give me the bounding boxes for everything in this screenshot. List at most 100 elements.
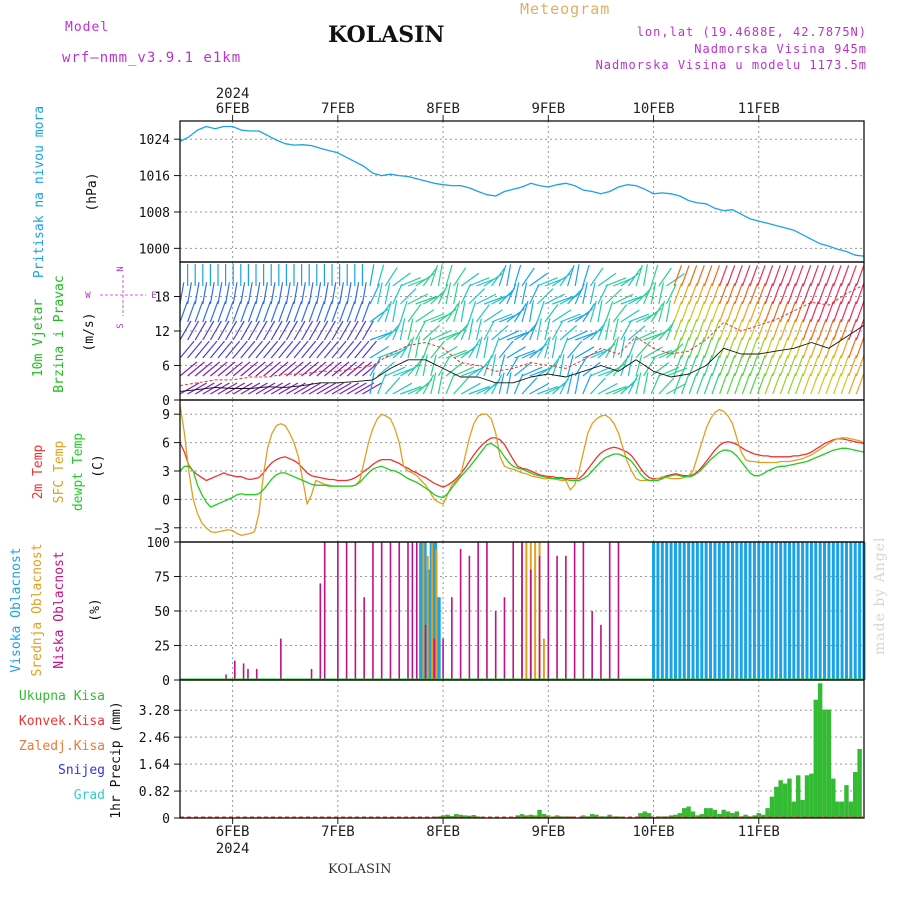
wind-arrow bbox=[445, 264, 453, 287]
wind-arrow bbox=[180, 320, 192, 341]
y-tick-label: 3.28 bbox=[139, 704, 170, 719]
precip-bar bbox=[458, 814, 463, 818]
wind-speed-line bbox=[179, 324, 865, 392]
wind-arrow bbox=[779, 373, 789, 395]
wind-arrow bbox=[339, 301, 348, 323]
wind-arrow bbox=[369, 345, 390, 359]
wind-arrow bbox=[772, 265, 781, 287]
wind-arrow bbox=[567, 340, 583, 359]
cloud-ylabel-low: Niska Oblacnost bbox=[52, 551, 67, 668]
precip-bar bbox=[839, 801, 845, 818]
wind-arrow bbox=[476, 293, 497, 305]
precip-legend-2: Zaledj.Kisa bbox=[19, 739, 105, 754]
cloud-high-bar bbox=[713, 542, 717, 680]
precip-bar bbox=[800, 799, 805, 818]
wind-arrow bbox=[810, 301, 819, 323]
text-layer: 6FEB 6FEB 7FEB 7FEB 8FEB 8FEB 9FEB 9FEB 10FEB 10F… bbox=[9, 86, 780, 857]
wind-arrow bbox=[772, 355, 781, 377]
wind-arrow bbox=[665, 319, 675, 341]
precip-bar bbox=[760, 814, 766, 818]
wind-arrow bbox=[399, 338, 413, 359]
wind-arrow bbox=[247, 320, 260, 341]
wind-arrow bbox=[210, 382, 230, 395]
cloud-high-bar bbox=[656, 542, 660, 680]
wind-arrow bbox=[468, 338, 481, 359]
wind-arrow bbox=[225, 301, 234, 323]
wind-arrow bbox=[741, 337, 751, 359]
wind-arrow bbox=[582, 373, 592, 395]
wind-gust-line bbox=[179, 284, 865, 387]
precip-bar bbox=[730, 813, 735, 818]
wind-arrow bbox=[567, 264, 575, 287]
cloud-high-bar bbox=[665, 542, 669, 680]
wind-arrow bbox=[703, 283, 713, 305]
y-tick-label: 2.46 bbox=[139, 731, 170, 746]
cloud-low-bar bbox=[617, 542, 620, 680]
compass-n: N bbox=[116, 266, 126, 271]
wind-arrow bbox=[278, 282, 284, 305]
wind-arrow bbox=[848, 373, 857, 395]
cloud-high-bar bbox=[783, 542, 787, 680]
cloud-ylabel-mid: Srednja Oblacnost bbox=[30, 543, 45, 676]
wind-arrow bbox=[407, 318, 414, 341]
wind-arrow bbox=[187, 320, 200, 341]
compass-s: S bbox=[116, 323, 126, 328]
wind-arrow bbox=[620, 309, 640, 323]
wind-arrow bbox=[361, 320, 374, 341]
wind-arrow bbox=[643, 331, 665, 341]
wind-arrow bbox=[232, 361, 251, 377]
wind-arrow bbox=[415, 320, 427, 341]
lonlat-label: lon,lat (19.4688E, 42.7875N) bbox=[636, 25, 867, 39]
wind-arrow bbox=[536, 385, 559, 395]
cloud-low-bar bbox=[323, 542, 326, 680]
cloud-high-bar bbox=[682, 542, 686, 680]
precip-bar bbox=[546, 815, 551, 818]
wind-arrow bbox=[187, 382, 207, 395]
y-tick-label: 0 bbox=[162, 674, 170, 689]
wind-arrow bbox=[802, 373, 812, 395]
wind-arrow bbox=[597, 300, 603, 323]
wind-arrow bbox=[354, 282, 360, 305]
precip-bar bbox=[712, 809, 718, 818]
cloud-high-bar bbox=[774, 542, 778, 680]
cloud-high-bar bbox=[809, 542, 813, 680]
precip-bar bbox=[774, 786, 779, 818]
y-tick-label: 0 bbox=[162, 394, 170, 409]
top-date-label: 9FEB bbox=[531, 101, 565, 117]
precip-bar bbox=[769, 796, 775, 818]
cloud-high-bar bbox=[660, 542, 664, 680]
wind-arrow bbox=[331, 361, 350, 377]
precip-legend-0: Ukupna Kisa bbox=[19, 689, 105, 704]
wind-arrow bbox=[514, 349, 536, 359]
wind-arrow bbox=[817, 355, 827, 377]
cloud-low-bar bbox=[354, 542, 357, 680]
wind-arrow bbox=[635, 330, 657, 341]
wind-arrow bbox=[825, 301, 835, 323]
top-date-label: 10FEB bbox=[632, 101, 674, 117]
cloud-low-bar bbox=[486, 542, 488, 680]
wind-arrow bbox=[187, 340, 203, 359]
wind-arrow bbox=[521, 267, 535, 287]
y-tick-label: 0 bbox=[162, 493, 170, 508]
cloud-low-bar bbox=[442, 638, 444, 680]
wind-arrow bbox=[650, 349, 673, 359]
precip-bar bbox=[804, 775, 810, 818]
wind-arrow bbox=[627, 267, 642, 287]
precip-bar bbox=[519, 814, 525, 818]
cloud-low-bar bbox=[389, 542, 392, 680]
cloud-low-bar bbox=[556, 555, 558, 680]
wind-arrow bbox=[194, 340, 210, 359]
cloud-mid-bar bbox=[422, 542, 425, 680]
wind-arrow bbox=[688, 283, 698, 305]
wind-title-1: 10m Vjetar bbox=[31, 299, 46, 377]
precip-bar bbox=[475, 816, 481, 818]
cloud-low-bar bbox=[380, 542, 383, 680]
cloud-high-bar bbox=[726, 542, 730, 680]
wind-arrow bbox=[529, 300, 534, 323]
wind-arrow bbox=[559, 267, 574, 287]
wind-arrow bbox=[247, 301, 257, 323]
wind-arrow bbox=[673, 373, 683, 395]
wind-arrow bbox=[437, 283, 449, 305]
wind-arrow bbox=[840, 265, 850, 287]
cloud-high-bar bbox=[836, 542, 840, 680]
